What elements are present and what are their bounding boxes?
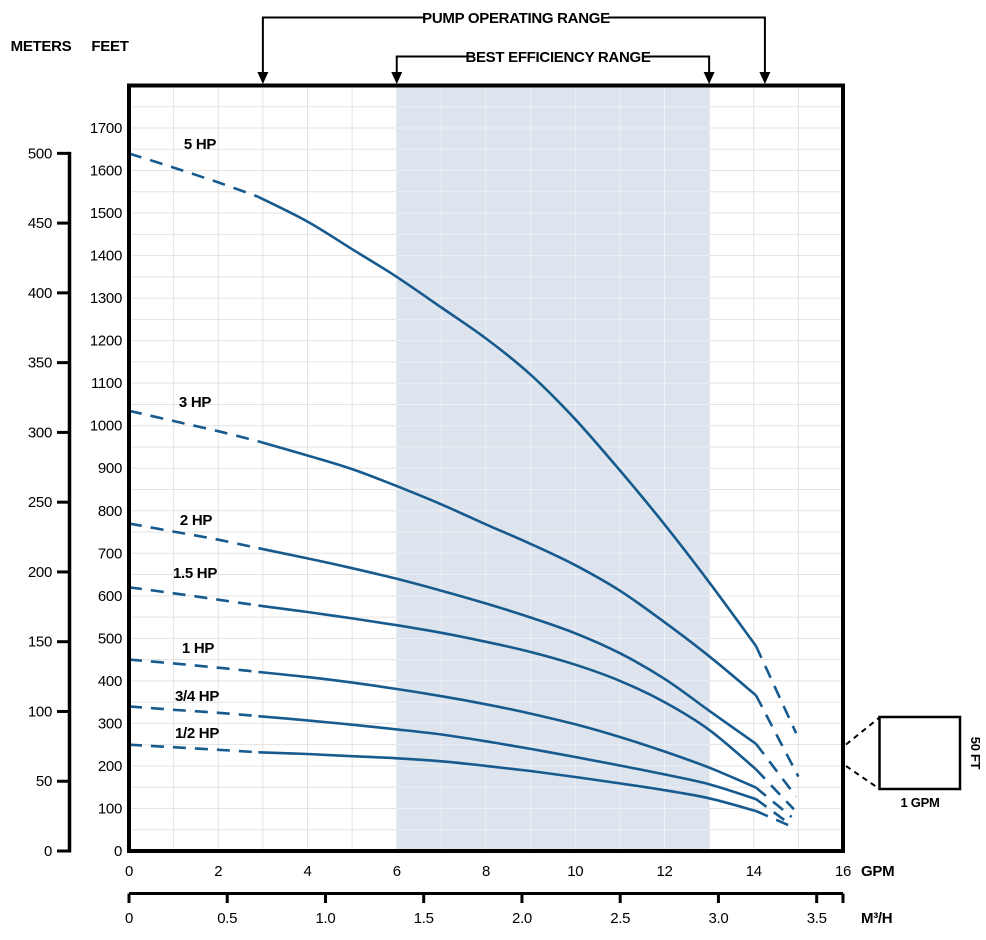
feet-axis-title: FEET — [91, 38, 128, 55]
svg-text:250: 250 — [28, 494, 52, 511]
svg-text:1.0: 1.0 — [316, 910, 336, 927]
svg-text:12: 12 — [656, 863, 672, 880]
m3h-axis: 0 0.5 1.0 1.5 2.0 2.5 3.0 3.5 — [125, 892, 845, 927]
curve-label-1hp: 1 HP — [182, 640, 214, 657]
svg-text:3.0: 3.0 — [708, 910, 728, 927]
svg-text:0: 0 — [125, 910, 133, 927]
scale-box-gpm-label: 1 GPM — [901, 795, 940, 810]
svg-text:150: 150 — [28, 634, 52, 651]
plot-frame — [127, 83, 845, 853]
svg-text:300: 300 — [28, 424, 52, 441]
gpm-unit-label: GPM — [861, 863, 894, 880]
svg-text:50: 50 — [36, 773, 52, 790]
series-3-4-hp — [128, 705, 788, 824]
meters-axis-title: METERS — [11, 38, 72, 55]
feet-tick-labels: 0 100 200 300 400 500 600 700 800 900 1000 1100 1200… — [90, 120, 122, 860]
svg-text:1100: 1100 — [91, 375, 122, 392]
curve-label-5hp: 5 HP — [184, 136, 216, 153]
svg-text:0.5: 0.5 — [217, 910, 237, 927]
svg-text:0: 0 — [44, 843, 52, 860]
svg-text:600: 600 — [98, 588, 122, 605]
svg-text:300: 300 — [98, 715, 122, 732]
svg-text:6: 6 — [393, 863, 401, 880]
curve-label-3-4hp: 3/4 HP — [175, 688, 219, 705]
curve-label-1-5hp: 1.5 HP — [173, 565, 217, 582]
svg-text:100: 100 — [98, 800, 122, 817]
svg-text:16: 16 — [835, 863, 851, 880]
m3h-unit-label: M³/H — [861, 910, 892, 927]
series-2-hp — [128, 522, 798, 798]
svg-text:500: 500 — [98, 630, 122, 647]
svg-text:200: 200 — [28, 564, 52, 581]
svg-text:3.5: 3.5 — [807, 910, 827, 927]
svg-text:800: 800 — [98, 503, 122, 520]
svg-text:1400: 1400 — [90, 248, 122, 265]
meters-axis: 0 50 100 150 200 250 300 350 400 450 500 — [28, 145, 72, 860]
svg-text:1600: 1600 — [90, 163, 122, 180]
svg-text:2.0: 2.0 — [512, 910, 532, 927]
svg-text:1200: 1200 — [90, 333, 122, 350]
curve-label-1-2hp: 1/2 HP — [175, 725, 219, 742]
svg-text:4: 4 — [303, 863, 311, 880]
svg-text:450: 450 — [28, 215, 52, 232]
svg-text:900: 900 — [98, 460, 122, 477]
scale-box — [845, 715, 962, 791]
range-brackets — [257, 16, 771, 84]
svg-text:700: 700 — [98, 545, 122, 562]
svg-text:1500: 1500 — [90, 205, 122, 222]
svg-text:100: 100 — [28, 703, 52, 720]
gpm-tick-labels: 0 2 4 6 8 10 12 14 16 — [125, 863, 851, 880]
scale-box-ft-label: 50 FT — [968, 737, 983, 770]
svg-text:1700: 1700 — [90, 120, 122, 137]
svg-text:1000: 1000 — [90, 418, 122, 435]
svg-text:2.5: 2.5 — [610, 910, 630, 927]
svg-text:400: 400 — [98, 673, 122, 690]
series-5-hp — [128, 152, 798, 734]
series-1.5-hp — [128, 586, 795, 811]
series-1-hp — [128, 658, 793, 819]
series-3-hp — [128, 409, 800, 778]
svg-text:2: 2 — [214, 863, 222, 880]
svg-text:200: 200 — [98, 758, 122, 775]
pump-operating-range-label: PUMP OPERATING RANGE — [422, 10, 610, 27]
svg-text:350: 350 — [28, 355, 52, 372]
svg-text:1.5: 1.5 — [414, 910, 434, 927]
svg-text:0: 0 — [114, 843, 122, 860]
svg-text:500: 500 — [28, 145, 52, 162]
series-1-2-hp — [128, 743, 795, 829]
curve-label-2hp: 2 HP — [180, 512, 212, 529]
svg-text:1300: 1300 — [90, 290, 122, 307]
svg-text:400: 400 — [28, 285, 52, 302]
efficiency-band — [396, 85, 710, 851]
curve-label-3hp: 3 HP — [179, 394, 211, 411]
svg-text:10: 10 — [567, 863, 583, 880]
best-efficiency-range-label: BEST EFFICIENCY RANGE — [465, 49, 650, 66]
svg-text:14: 14 — [746, 863, 762, 880]
svg-text:0: 0 — [125, 863, 133, 880]
svg-text:8: 8 — [482, 863, 490, 880]
